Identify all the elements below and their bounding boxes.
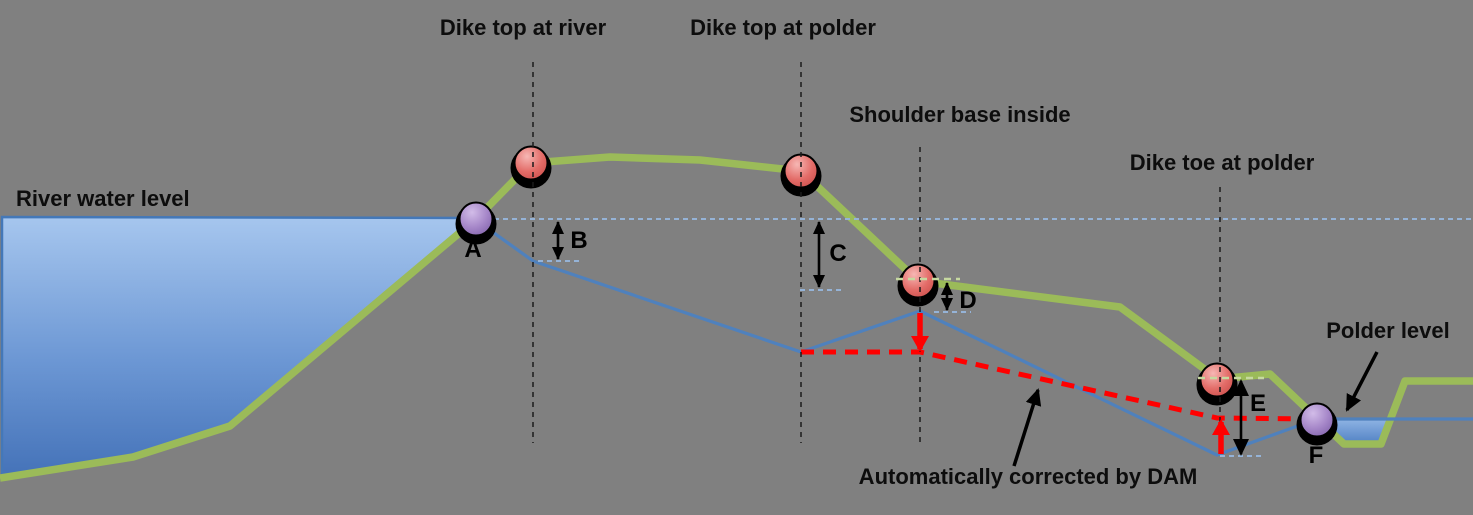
marker-point-a bbox=[455, 201, 497, 245]
marker-shoulder-base-inside bbox=[897, 263, 939, 307]
river-water-area bbox=[2, 217, 476, 478]
label-auto-corrected-by-dam: Automatically corrected by DAM bbox=[858, 464, 1198, 489]
label-dike-toe-at-polder: Dike toe at polder bbox=[1129, 150, 1315, 175]
dike-surface-profile-line bbox=[0, 153, 1473, 482]
point-label-f: F bbox=[1308, 442, 1324, 469]
point-label-c: C bbox=[829, 240, 847, 267]
label-dike-top-at-polder: Dike top at polder bbox=[690, 15, 876, 40]
point-label-d: D bbox=[959, 287, 977, 314]
label-shoulder-base-inside: Shoulder base inside bbox=[849, 102, 1071, 127]
label-polder-level: Polder level bbox=[1326, 318, 1450, 343]
label-river-water-level: River water level bbox=[16, 186, 190, 211]
river-water-border bbox=[0, 215, 477, 478]
label-dike-top-at-river: Dike top at river bbox=[439, 15, 607, 40]
marker-dike-top-at-river bbox=[510, 145, 552, 189]
point-label-b: B bbox=[570, 227, 588, 254]
point-label-a: A bbox=[464, 236, 482, 263]
corrected-phreatic-dashed-line bbox=[801, 349, 1313, 422]
dam-annotation-arrow bbox=[1012, 388, 1042, 467]
polder-level-arrow bbox=[1345, 351, 1379, 412]
marker-point-f bbox=[1296, 402, 1338, 446]
point-label-e: E bbox=[1249, 390, 1267, 417]
